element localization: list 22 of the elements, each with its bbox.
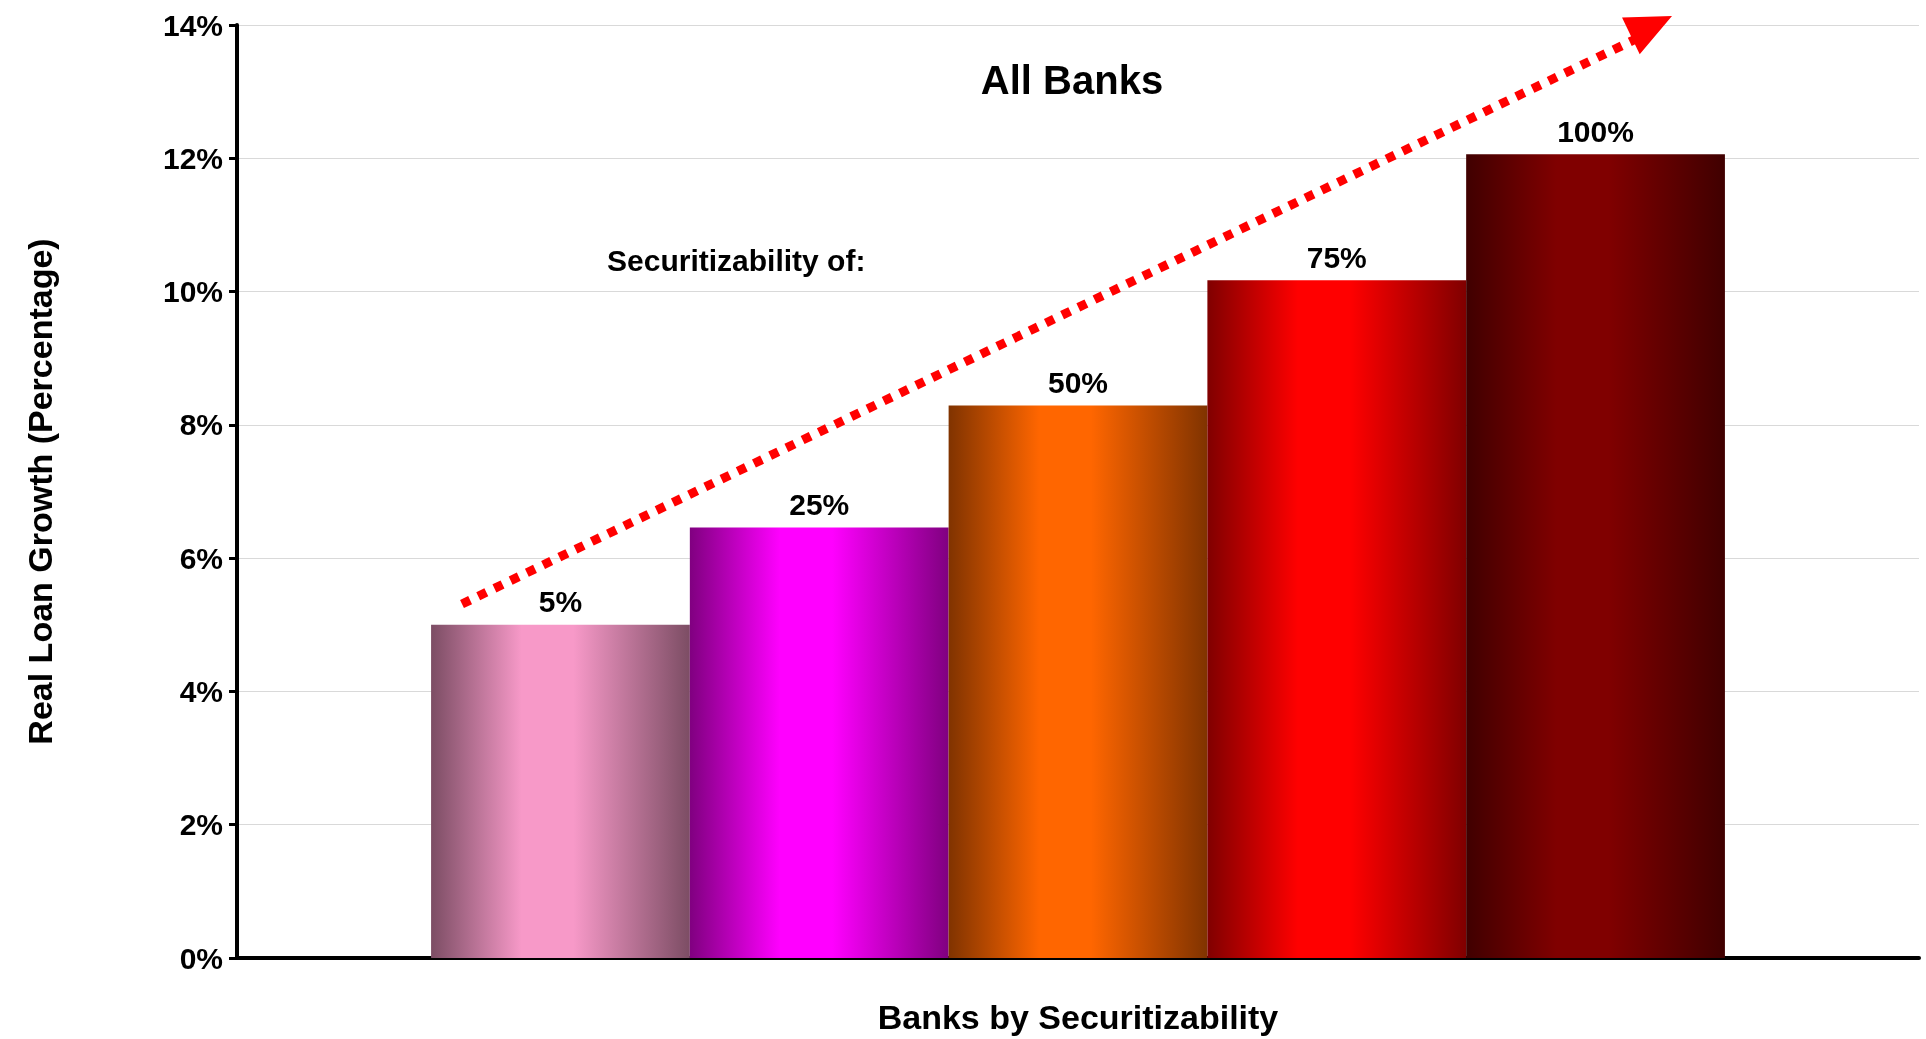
x-axis-title: Banks by Securitizability bbox=[877, 998, 1279, 1036]
y-axis-title: Real Loan Growth (Percentage) bbox=[21, 238, 59, 745]
y-tick-label: 6% bbox=[179, 541, 223, 575]
bar bbox=[1207, 280, 1467, 958]
x-tick-label: 50% bbox=[1047, 366, 1109, 400]
x-tick-label: 5% bbox=[538, 585, 583, 619]
x-tick-label: 100% bbox=[1557, 114, 1634, 148]
y-tick-label: 12% bbox=[162, 141, 223, 175]
bar bbox=[1466, 154, 1725, 958]
annotation: Securitizability of: bbox=[607, 243, 866, 277]
y-tick-label: 2% bbox=[179, 808, 223, 842]
y-tick-label: 0% bbox=[179, 941, 223, 975]
x-tick-label: 75% bbox=[1306, 240, 1367, 274]
text: All Banks bbox=[980, 58, 1164, 102]
y-tick-label: 8% bbox=[179, 408, 223, 442]
x-tick-label: 25% bbox=[789, 487, 850, 521]
y-tick-label: 10% bbox=[162, 275, 223, 309]
y-tick-label: 14% bbox=[162, 8, 223, 42]
bar bbox=[948, 405, 1208, 958]
bar bbox=[431, 624, 690, 958]
bar bbox=[689, 527, 949, 958]
y-tick-label: 4% bbox=[179, 674, 223, 708]
